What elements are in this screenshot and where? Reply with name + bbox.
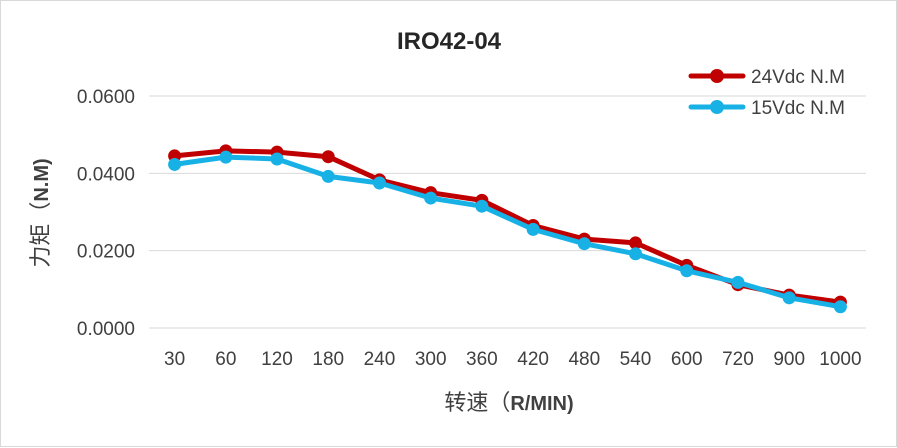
y-tick-label: 0.0400 (77, 164, 135, 185)
x-tick-label: 600 (671, 349, 703, 370)
axis-label-cjk: 转速（ (444, 391, 510, 416)
legend-swatch-marker (710, 69, 724, 83)
x-tick-label: 300 (415, 349, 447, 370)
y-axis-label: 力矩（N.M) (29, 158, 54, 267)
y-axis-label-group: 力矩（N.M) (29, 158, 54, 267)
data-point (424, 191, 438, 205)
data-point (629, 236, 643, 250)
series-lines (168, 144, 847, 314)
data-point (731, 275, 745, 289)
axis-label-unit: N.M) (31, 158, 53, 201)
x-tick-label: 180 (312, 349, 344, 370)
x-tick-label: 480 (568, 349, 600, 370)
legend: 24Vdc N.M 15Vdc N.M (688, 67, 845, 119)
data-point (680, 264, 694, 278)
data-point (168, 157, 182, 171)
x-tick-label: 240 (364, 349, 396, 370)
data-point (321, 150, 335, 164)
x-tick-label: 720 (722, 349, 754, 370)
data-point (526, 222, 540, 236)
data-point (782, 291, 796, 305)
chart-title: IRO42-04 (397, 28, 502, 55)
x-tick-label: 30 (164, 349, 185, 370)
data-point (475, 199, 489, 213)
data-point (270, 152, 284, 166)
data-point (629, 247, 643, 261)
data-point (219, 150, 233, 164)
data-point (577, 237, 591, 251)
x-tick-labels: 30 60 120 180 240 300 360 420 480 540 600 720 900 100… (164, 349, 861, 370)
axis-label-unit: R/MIN) (510, 393, 573, 415)
series-line (172, 154, 843, 310)
data-point (321, 169, 335, 183)
x-tick-label: 540 (620, 349, 652, 370)
y-tick-labels: 0.0000 0.0200 0.0400 0.0600 (77, 87, 135, 340)
axis-label-cjk: 力矩（ (29, 202, 54, 268)
legend-swatch-marker (710, 100, 724, 114)
data-point (372, 176, 386, 190)
y-tick-label: 0.0200 (77, 242, 135, 263)
x-tick-label: 360 (466, 349, 498, 370)
x-tick-label: 120 (261, 349, 293, 370)
x-tick-label: 1000 (819, 349, 861, 370)
legend-label: 24Vdc N.M (751, 67, 845, 88)
x-tick-label: 420 (517, 349, 549, 370)
y-tick-label: 0.0000 (77, 319, 135, 340)
x-axis-label: 转速（R/MIN) (444, 391, 573, 416)
legend-label: 15Vdc N.M (751, 98, 845, 119)
gridlines (149, 95, 866, 329)
x-tick-label: 900 (773, 349, 805, 370)
x-tick-label: 60 (215, 349, 236, 370)
data-point (833, 300, 847, 314)
y-tick-label: 0.0600 (77, 87, 135, 108)
